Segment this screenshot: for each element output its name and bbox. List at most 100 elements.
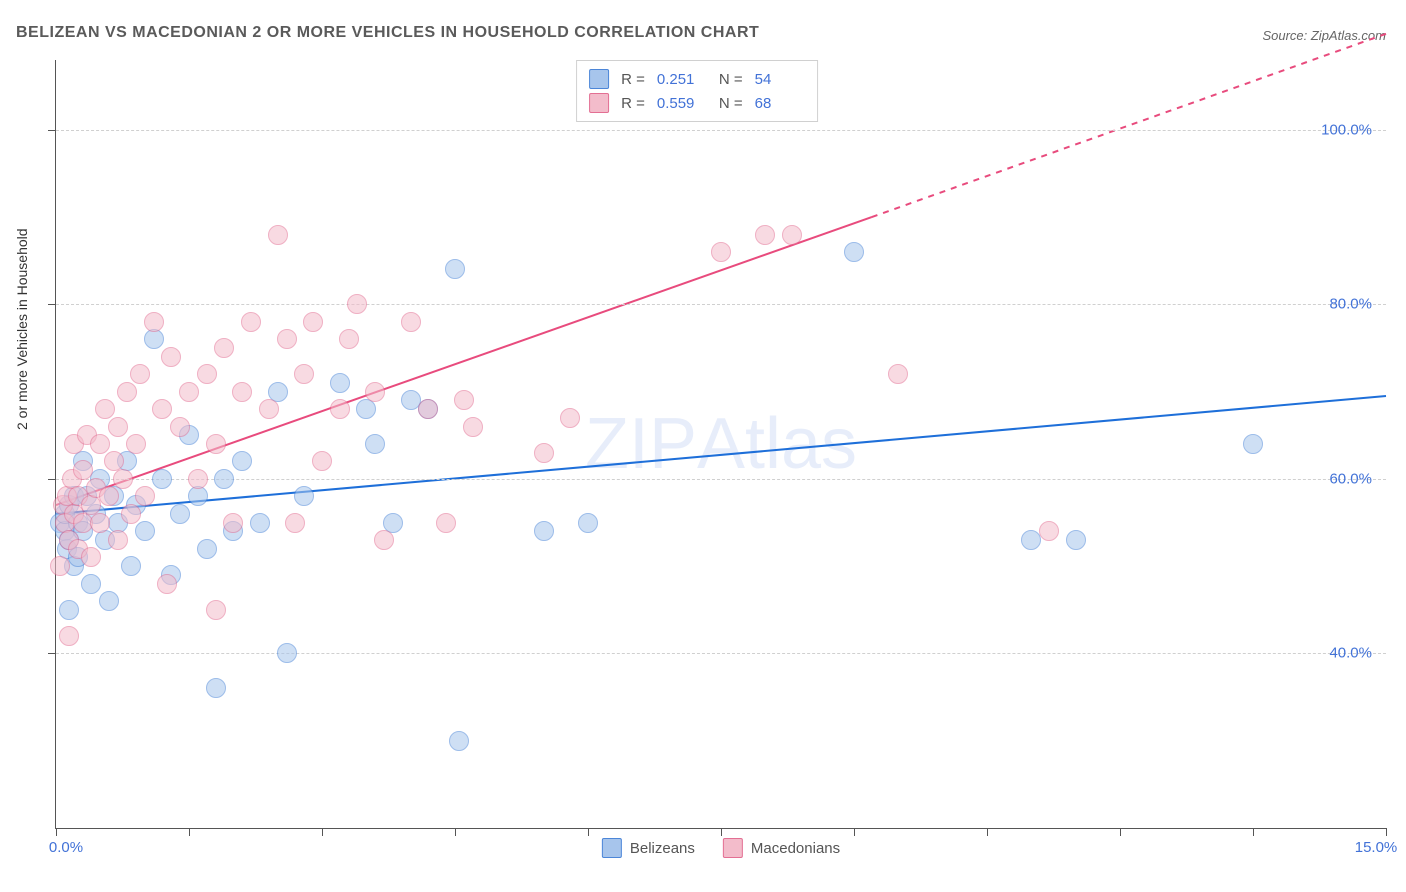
legend-item: Macedonians bbox=[723, 838, 840, 858]
scatter-point bbox=[157, 574, 177, 594]
scatter-point bbox=[401, 312, 421, 332]
y-tick-mark bbox=[48, 130, 56, 131]
scatter-point bbox=[206, 600, 226, 620]
y-tick-mark bbox=[48, 304, 56, 305]
scatter-point bbox=[303, 312, 323, 332]
scatter-point bbox=[578, 513, 598, 533]
x-tick-mark bbox=[322, 828, 323, 836]
scatter-point bbox=[232, 451, 252, 471]
stats-r-label: R = bbox=[621, 71, 645, 88]
scatter-point bbox=[113, 469, 133, 489]
stats-swatch bbox=[589, 69, 609, 89]
gridline bbox=[56, 479, 1386, 480]
scatter-point bbox=[534, 521, 554, 541]
y-tick-label: 100.0% bbox=[1321, 121, 1372, 138]
scatter-point bbox=[312, 451, 332, 471]
scatter-point bbox=[121, 556, 141, 576]
x-tick-mark bbox=[1120, 828, 1121, 836]
scatter-point bbox=[170, 504, 190, 524]
scatter-point bbox=[339, 329, 359, 349]
scatter-point bbox=[188, 469, 208, 489]
scatter-point bbox=[197, 364, 217, 384]
scatter-point bbox=[365, 382, 385, 402]
scatter-point bbox=[1243, 434, 1263, 454]
scatter-point bbox=[144, 312, 164, 332]
scatter-point bbox=[188, 486, 208, 506]
legend-item: Belizeans bbox=[602, 838, 695, 858]
scatter-point bbox=[130, 364, 150, 384]
scatter-point bbox=[90, 434, 110, 454]
scatter-point bbox=[179, 382, 199, 402]
trend-lines-svg bbox=[56, 60, 1386, 828]
scatter-point bbox=[844, 242, 864, 262]
scatter-point bbox=[214, 469, 234, 489]
x-tick-mark bbox=[588, 828, 589, 836]
scatter-point bbox=[95, 399, 115, 419]
scatter-point bbox=[90, 513, 110, 533]
x-tick-mark bbox=[455, 828, 456, 836]
scatter-point bbox=[365, 434, 385, 454]
scatter-point bbox=[418, 399, 438, 419]
source-name: ZipAtlas.com bbox=[1311, 28, 1386, 43]
x-tick-mark bbox=[1253, 828, 1254, 836]
scatter-point bbox=[888, 364, 908, 384]
x-tick-mark bbox=[1386, 828, 1387, 836]
scatter-point bbox=[374, 530, 394, 550]
scatter-point bbox=[294, 486, 314, 506]
scatter-point bbox=[73, 460, 93, 480]
stats-r-value: 0.559 bbox=[657, 95, 707, 112]
scatter-point bbox=[59, 600, 79, 620]
scatter-point bbox=[81, 547, 101, 567]
scatter-point bbox=[436, 513, 456, 533]
scatter-point bbox=[454, 390, 474, 410]
scatter-point bbox=[755, 225, 775, 245]
scatter-point bbox=[356, 399, 376, 419]
gridline bbox=[56, 304, 1386, 305]
scatter-point bbox=[170, 417, 190, 437]
scatter-point bbox=[232, 382, 252, 402]
y-tick-label: 80.0% bbox=[1329, 296, 1372, 313]
scatter-point bbox=[117, 382, 137, 402]
legend-swatch bbox=[723, 838, 743, 858]
x-tick-mark bbox=[721, 828, 722, 836]
scatter-point bbox=[59, 626, 79, 646]
scatter-point bbox=[1066, 530, 1086, 550]
x-tick-label: 15.0% bbox=[1355, 839, 1398, 856]
scatter-point bbox=[347, 294, 367, 314]
scatter-point bbox=[108, 417, 128, 437]
scatter-point bbox=[81, 574, 101, 594]
gridline bbox=[56, 130, 1386, 131]
x-tick-mark bbox=[189, 828, 190, 836]
stats-n-label: N = bbox=[719, 95, 743, 112]
stats-row: R =0.251N =54 bbox=[589, 67, 805, 91]
x-tick-label: 0.0% bbox=[49, 839, 83, 856]
legend: Belizeans Macedonians bbox=[602, 838, 840, 858]
scatter-point bbox=[268, 225, 288, 245]
plot-area: ZIPAtlas R =0.251N =54R =0.559N =68 Beli… bbox=[55, 60, 1386, 829]
scatter-point bbox=[560, 408, 580, 428]
scatter-point bbox=[449, 731, 469, 751]
stats-n-value: 54 bbox=[755, 71, 805, 88]
scatter-point bbox=[126, 434, 146, 454]
scatter-point bbox=[330, 373, 350, 393]
scatter-point bbox=[161, 347, 181, 367]
y-tick-label: 40.0% bbox=[1329, 645, 1372, 662]
y-tick-mark bbox=[48, 653, 56, 654]
scatter-point bbox=[99, 486, 119, 506]
scatter-point bbox=[50, 556, 70, 576]
stats-row: R =0.559N =68 bbox=[589, 91, 805, 115]
scatter-point bbox=[534, 443, 554, 463]
scatter-point bbox=[99, 591, 119, 611]
trend-line bbox=[56, 396, 1386, 514]
scatter-point bbox=[463, 417, 483, 437]
scatter-point bbox=[445, 259, 465, 279]
scatter-point bbox=[121, 504, 141, 524]
source-prefix: Source: bbox=[1262, 28, 1310, 43]
stats-box: R =0.251N =54R =0.559N =68 bbox=[576, 60, 818, 122]
stats-r-value: 0.251 bbox=[657, 71, 707, 88]
y-tick-label: 60.0% bbox=[1329, 470, 1372, 487]
y-axis-label: 2 or more Vehicles in Household bbox=[14, 228, 30, 430]
scatter-point bbox=[152, 469, 172, 489]
scatter-point bbox=[277, 329, 297, 349]
stats-r-label: R = bbox=[621, 95, 645, 112]
